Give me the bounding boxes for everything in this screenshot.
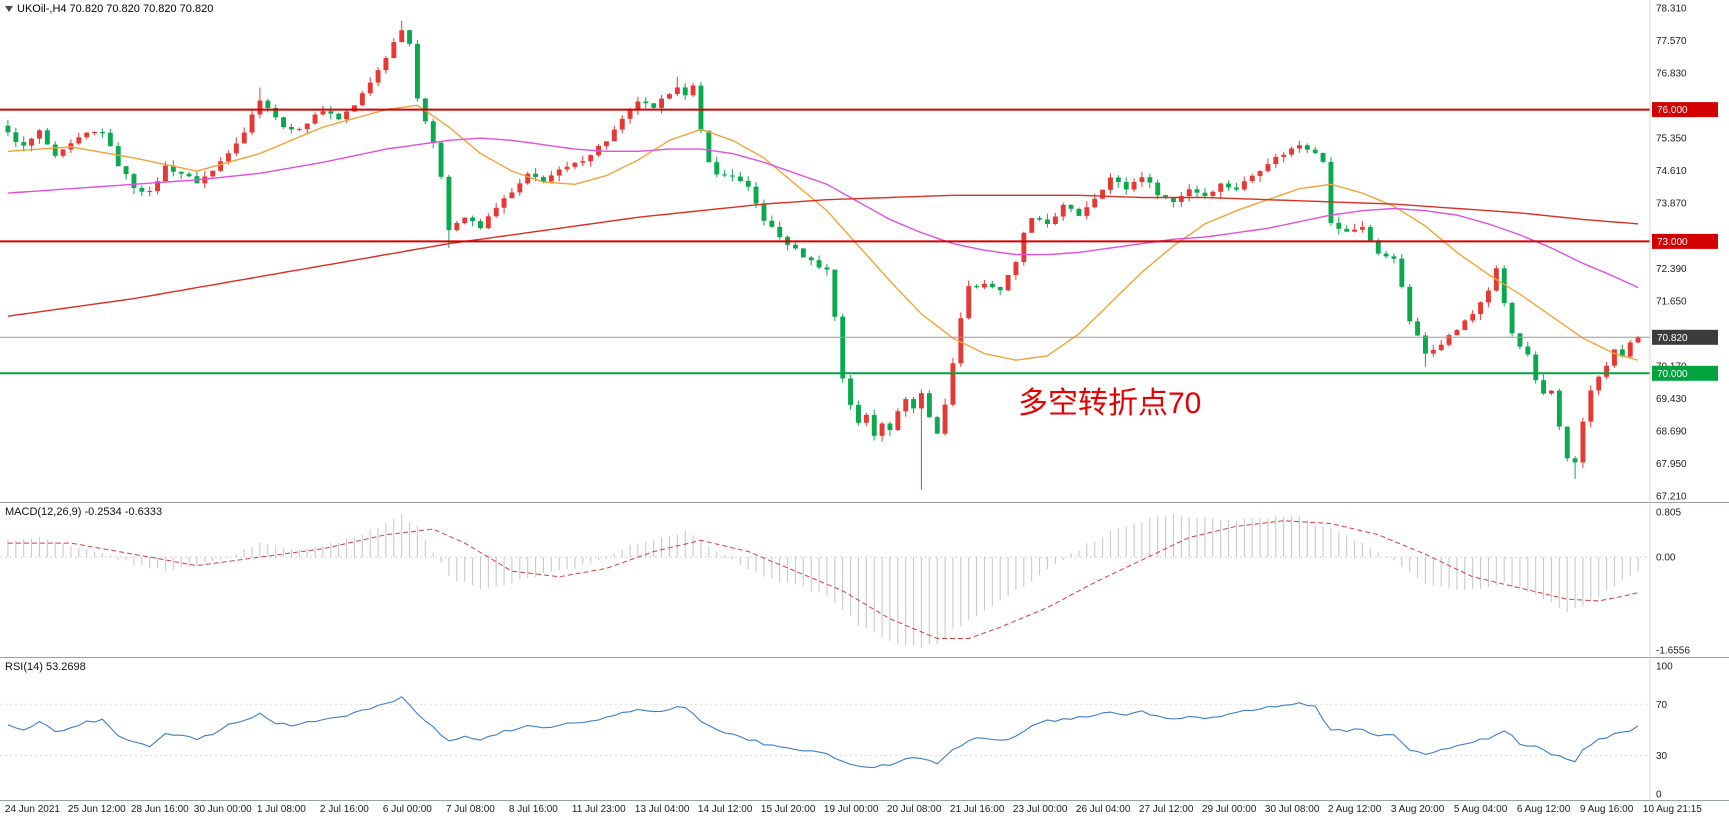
rsi-tick-label: 30 [1656,751,1668,762]
time-tick-label: 30 Jun 00:00 [194,804,252,815]
svg-text:73.000: 73.000 [1657,237,1688,248]
price-tick-label: 71.650 [1656,296,1687,307]
chart-title-text: UKOil-,H4 70.820 70.820 70.820 70.820 [17,3,214,15]
symbol-marker-icon [5,6,13,12]
ma-line-slow-red [7,194,1639,317]
time-tick-label: 1 Jul 08:00 [257,804,306,815]
price-tick-label: 76.830 [1656,69,1687,80]
price-badge: 70.820 [1652,329,1718,345]
time-tick-label: 6 Jul 00:00 [383,804,432,815]
time-tick-label: 19 Jul 00:00 [824,804,879,815]
time-tick-label: 20 Jul 08:00 [887,804,942,815]
time-tick-label: 8 Jul 16:00 [509,804,558,815]
time-axis[interactable] [0,800,1729,824]
svg-text:70.000: 70.000 [1657,369,1688,380]
time-tick-label: 2 Jul 16:00 [320,804,369,815]
macd-signal-line [7,520,1639,639]
svg-text:70.820: 70.820 [1657,333,1688,344]
time-tick-label: 6 Aug 12:00 [1517,804,1571,815]
time-tick-label: 23 Jul 00:00 [1013,804,1068,815]
price-badge: 73.000 [1652,233,1718,249]
time-tick-label: 3 Aug 20:00 [1391,804,1445,815]
price-tick-label: 77.570 [1656,36,1687,47]
price-tick-label: 72.390 [1656,264,1687,275]
time-tick-label: 15 Jul 20:00 [761,804,816,815]
ma-line-fast-orange [7,104,1639,361]
macd-tick-label: 0.00 [1656,553,1676,564]
time-tick-label: 26 Jul 04:00 [1076,804,1131,815]
macd-histogram [7,513,1639,648]
time-tick-label: 27 Jul 12:00 [1139,804,1194,815]
time-tick-label: 2 Aug 12:00 [1328,804,1382,815]
time-tick-label: 21 Jul 16:00 [950,804,1005,815]
price-tick-label: 78.310 [1656,4,1687,15]
price-badge: 70.000 [1652,365,1718,381]
price-badge: 76.000 [1652,102,1718,118]
time-tick-label: 28 Jun 16:00 [131,804,189,815]
macd-tick-label: -1.6556 [1656,646,1690,657]
time-tick-label: 24 Jun 2021 [5,804,60,815]
rsi-line [7,696,1639,769]
time-tick-label: 13 Jul 04:00 [635,804,690,815]
price-tick-label: 69.430 [1656,394,1687,405]
time-tick-label: 5 Aug 04:00 [1454,804,1508,815]
rsi-tick-label: 0 [1656,790,1662,801]
price-tick-label: 74.610 [1656,166,1687,177]
rsi-tick-label: 100 [1656,662,1673,673]
rsi-tick-label: 70 [1656,700,1668,711]
macd-tick-label: 0.805 [1656,508,1681,519]
price-tick-label: 67.950 [1656,459,1687,470]
time-tick-label: 30 Jul 08:00 [1265,804,1320,815]
rsi-indicator-label: RSI(14) 53.2698 [5,661,86,673]
time-tick-label: 7 Jul 08:00 [446,804,495,815]
price-axis[interactable] [1652,0,1729,800]
price-tick-label: 67.210 [1656,492,1687,503]
time-tick-label: 25 Jun 12:00 [68,804,126,815]
svg-text:76.000: 76.000 [1657,105,1688,116]
candle-bodies-down [5,30,1625,463]
ma-line-mid-magenta [7,137,1639,289]
rsi-panel[interactable]: RSI(14) 53.2698 [0,657,1650,800]
time-tick-label: 10 Aug 21:15 [1643,804,1702,815]
chart-title: UKOil-,H4 70.820 70.820 70.820 70.820 [5,3,213,15]
time-tick-label: 11 Jul 23:00 [572,804,626,815]
price-tick-label: 73.870 [1656,199,1687,210]
time-tick-label: 29 Jul 00:00 [1202,804,1257,815]
macd-panel[interactable]: MACD(12,26,9) -0.2534 -0.6333 [0,502,1650,657]
price-chart-panel[interactable]: UKOil-,H4 70.820 70.820 70.820 70.820 多空… [0,0,1650,502]
time-tick-label: 9 Aug 16:00 [1580,804,1634,815]
price-tick-label: 68.690 [1656,426,1687,437]
chart-annotation-text[interactable]: 多空转折点70 [1018,387,1202,420]
time-tick-label: 14 Jul 12:00 [698,804,753,815]
price-tick-label: 75.350 [1656,134,1687,145]
macd-indicator-label: MACD(12,26,9) -0.2534 -0.6333 [5,506,163,518]
